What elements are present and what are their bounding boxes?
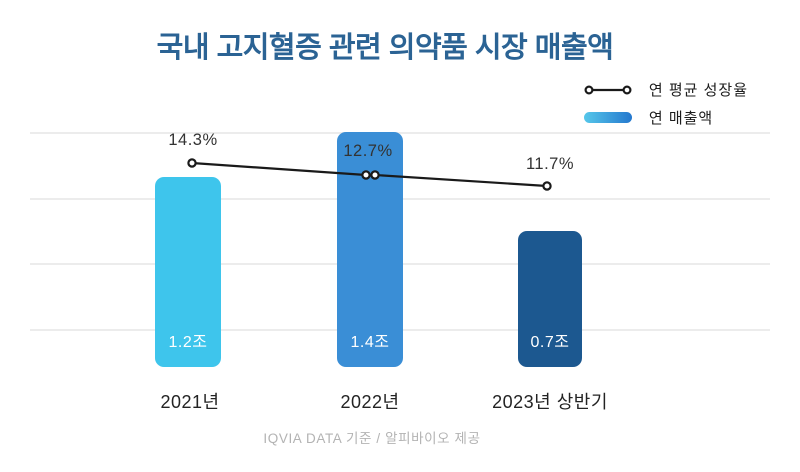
legend-growth-label: 연 평균 성장율: [648, 82, 748, 99]
growth-line-marker-icon: [584, 83, 632, 97]
source-caption: IQVIA DATA 기준 / 알피바이오 제공: [263, 431, 481, 446]
legend: 연 평균 성장율 연 매출액: [583, 79, 748, 128]
growth-pct-2023: 11.7%: [525, 155, 575, 173]
sales-gradient-swatch-icon: [583, 112, 632, 123]
growth-pct-2022: 12.7%: [343, 142, 393, 160]
legend-item-growth: 연 평균 성장율: [584, 79, 748, 100]
x-label-2022: 2022년: [340, 392, 400, 412]
legend-item-sales: 연 매출액: [583, 107, 748, 128]
growth-pct-2021: 14.3%: [168, 131, 218, 149]
bar-2021: 1.2조: [155, 177, 221, 367]
growth-marker-2021: [187, 158, 197, 168]
x-label-2021: 2021년: [160, 392, 220, 412]
bar-2021-value-label: 1.2조: [168, 334, 208, 351]
bar-2022: 1.4조: [337, 132, 403, 367]
bar-2023-value-label: 0.7조: [530, 334, 570, 351]
x-label-2023: 2023년 상반기: [492, 392, 608, 412]
bar-2023: 0.7조: [518, 231, 582, 367]
bar-2022-value-label: 1.4조: [350, 334, 390, 351]
growth-marker-2023: [542, 181, 552, 191]
chart-title: 국내 고지혈증 관련 의약품 시장 매출액: [156, 32, 614, 64]
gridline-1: [30, 132, 770, 134]
legend-sales-label: 연 매출액: [648, 110, 714, 127]
